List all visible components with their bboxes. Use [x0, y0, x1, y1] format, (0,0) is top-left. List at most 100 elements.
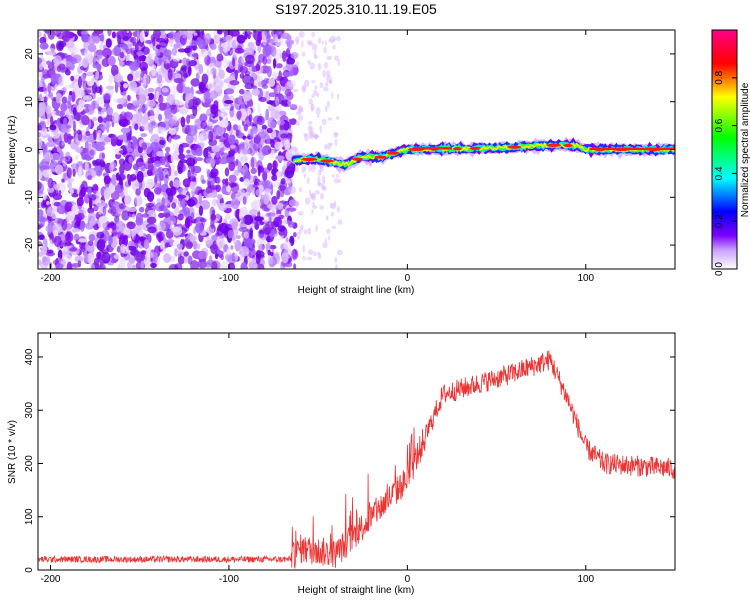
spectrogram-cell	[276, 119, 286, 126]
spectrogram-cell	[162, 192, 168, 200]
spectrogram-cell	[287, 220, 295, 228]
spectrogram-cell	[141, 55, 146, 62]
spectrogram-cell	[47, 177, 54, 189]
spectrogram-cell	[156, 44, 161, 50]
spectrogram-cell	[58, 63, 66, 71]
spectrogram-cell	[262, 55, 268, 66]
spectrogram-cell	[287, 40, 292, 50]
spectrogram-cell	[249, 227, 254, 239]
spectrogram-cell	[148, 115, 158, 120]
spectrogram-cell	[269, 244, 277, 250]
spectrogram-cell	[234, 47, 245, 54]
spectrogram-cell	[47, 136, 54, 143]
spectrogram-cell	[284, 88, 292, 97]
spectrogram-cell	[227, 229, 234, 239]
spectrogram-cell	[206, 169, 211, 179]
spectrogram-cell	[107, 56, 117, 66]
spectrogram-cell	[304, 197, 311, 205]
spectrogram-cell	[82, 95, 93, 101]
spectrogram-cell	[199, 113, 208, 123]
spectrogram-cell	[284, 179, 291, 184]
spectrogram-cell	[113, 74, 124, 83]
spectrogram-cell	[192, 240, 198, 250]
spectrogram-cell	[50, 115, 54, 126]
spectrogram-cell	[55, 110, 66, 117]
spectrogram-cell	[319, 205, 324, 210]
spectrogram-cell	[208, 130, 214, 143]
spectrogram-cell	[278, 110, 287, 117]
spectrogram-cell	[242, 73, 252, 85]
spectrogram-cell	[311, 93, 316, 99]
spectrogram-cell	[42, 169, 52, 178]
spectrogram-cell	[50, 168, 58, 173]
spectrogram-cell	[156, 198, 162, 204]
spectrogram-cell	[47, 82, 52, 94]
spectrogram-cell	[330, 211, 335, 217]
spectrogram-cell	[126, 30, 130, 34]
spectrogram-cell	[38, 223, 44, 228]
spectrogram-cell	[81, 73, 86, 82]
spectrogram-cell	[167, 215, 177, 226]
spectrogram-cell	[288, 70, 295, 77]
spectrogram-cell	[199, 48, 208, 58]
spectrogram-cell	[222, 44, 228, 54]
spectrogram-cell	[332, 44, 336, 50]
spectrogram-ytick-label: 20	[24, 48, 35, 60]
spectrogram-cell	[134, 195, 143, 207]
spectrogram-cell	[135, 70, 144, 78]
spectrogram-xtick-label: 100	[577, 273, 594, 284]
spectrogram-hotspot	[386, 151, 400, 155]
spectrogram-cell	[234, 59, 239, 71]
spectrogram-cell	[156, 233, 161, 239]
spectrogram-cell	[86, 252, 95, 264]
spectrogram-cell	[267, 255, 274, 265]
spectrogram-cell	[224, 167, 230, 177]
spectrogram-cell	[53, 235, 62, 248]
spectrogram-cell	[222, 30, 231, 35]
spectrogram-cell	[103, 103, 110, 108]
spectrogram-cell	[88, 233, 96, 242]
spectrogram-cell	[40, 96, 45, 102]
spectrogram-cell	[201, 73, 209, 85]
spectrogram-cell	[63, 246, 68, 252]
spectrogram-cell	[46, 249, 54, 254]
spectrogram-cell	[118, 202, 126, 210]
spectrogram-cell	[255, 62, 259, 71]
spectrogram-cell	[185, 157, 196, 167]
spectrogram-cell	[322, 242, 328, 249]
spectrogram-cell	[311, 43, 318, 51]
spectrogram-cell	[71, 262, 81, 268]
spectrogram-cell	[184, 217, 191, 229]
spectrogram-cell	[176, 163, 186, 173]
spectrogram-cell	[304, 79, 310, 88]
spectrogram-cell	[310, 132, 316, 138]
spectrogram-cell	[242, 196, 247, 205]
spectrogram-cell	[270, 108, 279, 119]
spectrogram-cell	[40, 200, 47, 209]
spectrogram-cell	[257, 45, 261, 52]
spectrogram-cell	[122, 245, 129, 255]
spectrogram-xtick-label: 0	[405, 273, 411, 284]
spectrogram-cell	[173, 77, 184, 84]
spectrogram-cell	[209, 68, 214, 76]
spectrogram-cell	[301, 51, 306, 57]
spectrogram-cell	[119, 163, 125, 176]
spectrogram-cell	[239, 245, 250, 257]
spectrogram-cell	[257, 103, 261, 114]
spectrogram-cell	[126, 53, 130, 63]
spectrogram-cell	[145, 56, 153, 65]
spectrogram-cell	[43, 84, 48, 95]
spectrogram-cell	[53, 55, 62, 65]
spectrogram-cell	[159, 139, 166, 146]
spectrogram-cell	[50, 152, 61, 163]
spectrogram-cell	[316, 114, 320, 118]
spectrogram-cell	[216, 250, 225, 255]
spectrogram-cell	[38, 30, 42, 38]
spectrogram-cell	[294, 164, 299, 173]
spectrogram-cell	[95, 199, 106, 208]
spectrogram-cell	[207, 192, 218, 198]
spectrogram-cell	[335, 263, 338, 269]
spectrogram-cell	[163, 212, 171, 218]
spectrogram-cell	[201, 30, 205, 36]
spectrogram-cell	[283, 216, 287, 225]
